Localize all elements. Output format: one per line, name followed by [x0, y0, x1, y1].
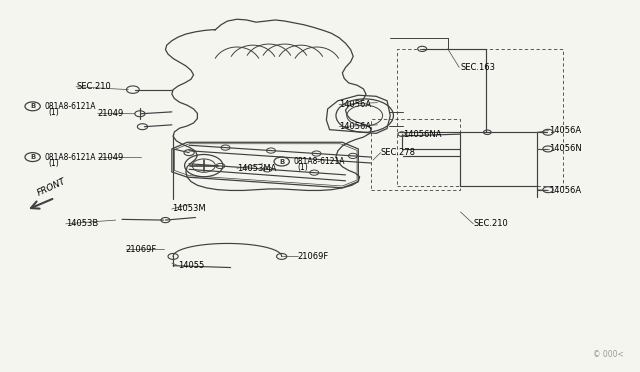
Text: 14055: 14055 [178, 261, 204, 270]
Text: 21069F: 21069F [126, 244, 157, 253]
Text: 14053MA: 14053MA [237, 164, 276, 173]
Text: B: B [30, 154, 35, 160]
Text: 14053M: 14053M [172, 205, 205, 214]
Text: B: B [30, 103, 35, 109]
Text: FRONT: FRONT [36, 176, 67, 197]
Text: 081A8-6121A: 081A8-6121A [44, 102, 95, 111]
Text: 14053B: 14053B [66, 219, 98, 228]
Text: (1): (1) [298, 163, 308, 172]
Text: 21049: 21049 [98, 153, 124, 161]
Text: SEC.210: SEC.210 [473, 219, 508, 228]
Text: (1): (1) [49, 159, 60, 168]
Text: 14056A: 14056A [548, 186, 580, 195]
Text: 14056A: 14056A [548, 126, 580, 135]
Text: © 000<: © 000< [593, 350, 623, 359]
Text: 14056A: 14056A [339, 122, 371, 131]
Text: SEC.163: SEC.163 [461, 63, 495, 72]
Text: (1): (1) [49, 108, 60, 117]
Text: 14056N: 14056N [548, 144, 581, 153]
Text: 081A8-6121A: 081A8-6121A [44, 153, 95, 161]
Text: SEC.278: SEC.278 [381, 148, 415, 157]
Text: 081A8-6121A: 081A8-6121A [293, 157, 345, 166]
Text: 14056NA: 14056NA [403, 129, 442, 139]
Text: SEC.210: SEC.210 [76, 82, 111, 91]
Text: 21049: 21049 [98, 109, 124, 118]
Text: B: B [279, 158, 284, 164]
Text: 14056A: 14056A [339, 100, 371, 109]
Text: 21069F: 21069F [298, 252, 329, 261]
